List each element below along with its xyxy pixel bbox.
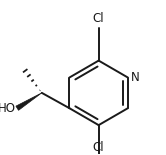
Text: N: N [131, 71, 140, 84]
Text: Cl: Cl [93, 141, 104, 154]
Polygon shape [16, 93, 42, 110]
Text: Cl: Cl [93, 12, 104, 25]
Text: HO: HO [0, 102, 16, 115]
